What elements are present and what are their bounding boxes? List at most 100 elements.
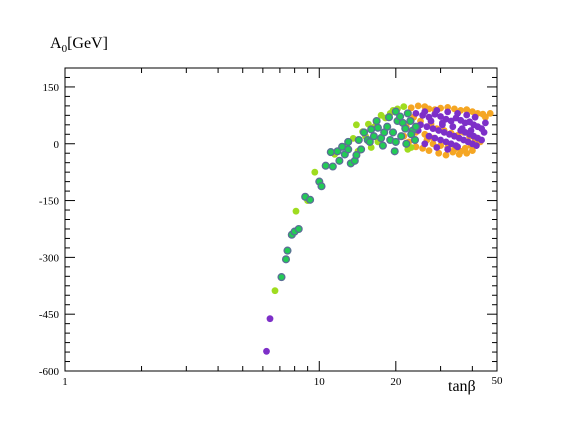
data-point — [384, 113, 394, 122]
data-point — [482, 113, 489, 121]
y-axis-ticks: 150 0 -150 -300 -450 -600 — [39, 67, 497, 378]
data-point — [463, 106, 471, 114]
data-point — [373, 123, 382, 132]
data-point — [326, 148, 335, 157]
y-tick-label: -450 — [39, 309, 60, 321]
x-axis-ticks: 1 10 20 50 — [62, 68, 503, 388]
data-point — [388, 128, 398, 137]
data-point — [277, 273, 286, 282]
y-tick-label: -600 — [39, 366, 60, 378]
series-1 — [263, 107, 489, 355]
data-point — [411, 122, 420, 131]
data-point — [357, 145, 366, 154]
data-point — [391, 107, 400, 116]
data-point — [425, 132, 433, 140]
data-point — [352, 151, 361, 160]
data-point — [442, 138, 450, 146]
data-point — [292, 207, 300, 215]
data-point — [480, 129, 488, 136]
data-point — [435, 149, 443, 157]
data-point — [455, 151, 463, 158]
data-point — [442, 151, 450, 159]
data-point — [407, 104, 415, 112]
data-point — [402, 139, 411, 148]
data-point — [283, 246, 292, 255]
data-point — [427, 117, 435, 125]
data-point — [401, 124, 410, 133]
data-point — [437, 136, 444, 144]
data-point — [383, 122, 392, 131]
data-point — [328, 162, 337, 171]
data-point — [344, 137, 353, 146]
series-3 — [277, 107, 420, 282]
data-point — [397, 132, 406, 141]
data-point — [421, 108, 429, 115]
data-point — [435, 127, 443, 134]
data-point — [367, 125, 376, 134]
x-tick-label: 1 — [62, 376, 68, 388]
data-point — [431, 134, 439, 142]
data-point — [425, 147, 433, 155]
data-point — [266, 315, 274, 323]
y-tick-label: 150 — [43, 82, 60, 94]
data-point — [306, 195, 315, 204]
data-point — [461, 144, 469, 152]
data-point — [390, 147, 399, 156]
data-point — [281, 255, 291, 264]
data-point — [344, 145, 353, 154]
data-point — [471, 113, 479, 121]
data-point — [473, 142, 480, 150]
x-tick-label: 20 — [390, 376, 402, 388]
data-point — [444, 108, 452, 116]
data-points — [263, 102, 494, 355]
data-point — [369, 132, 378, 141]
data-point — [412, 110, 420, 117]
data-point — [317, 182, 326, 191]
data-point — [372, 116, 381, 126]
data-point — [407, 130, 416, 139]
data-point — [482, 119, 489, 127]
data-point — [423, 123, 431, 131]
data-point — [271, 287, 279, 295]
data-point — [294, 224, 303, 234]
data-point — [478, 136, 485, 144]
data-point — [406, 116, 415, 126]
x-axis-title: tanβ — [448, 378, 476, 395]
data-point — [440, 129, 448, 136]
data-point — [311, 168, 319, 176]
data-point — [421, 140, 429, 148]
y-tick-label: -300 — [39, 252, 60, 264]
data-point — [410, 135, 420, 145]
data-point — [321, 161, 330, 170]
data-point — [454, 110, 461, 117]
data-point — [353, 121, 360, 129]
y-tick-label: 0 — [54, 139, 60, 151]
data-point — [414, 102, 422, 110]
data-point — [444, 146, 452, 153]
data-point — [429, 125, 437, 132]
data-point — [449, 123, 457, 131]
data-point — [403, 109, 412, 118]
data-point — [433, 107, 441, 114]
data-point — [433, 144, 441, 151]
y-axis-title: A0[GeV] — [50, 35, 108, 55]
data-point — [263, 347, 270, 355]
data-point — [458, 125, 466, 132]
data-point — [391, 137, 400, 146]
data-point — [365, 137, 374, 146]
data-point — [439, 119, 446, 127]
data-point — [486, 110, 494, 117]
y-tick-label: -150 — [39, 196, 60, 208]
data-point — [354, 135, 363, 145]
data-point — [400, 103, 408, 110]
data-point — [469, 108, 476, 115]
x-tick-label: 10 — [314, 376, 326, 388]
x-tick-label: 50 — [492, 375, 504, 387]
data-point — [437, 113, 444, 120]
data-point — [359, 128, 369, 137]
data-point — [463, 111, 471, 119]
data-point — [378, 141, 387, 150]
data-point — [447, 117, 455, 125]
data-point — [449, 148, 457, 156]
